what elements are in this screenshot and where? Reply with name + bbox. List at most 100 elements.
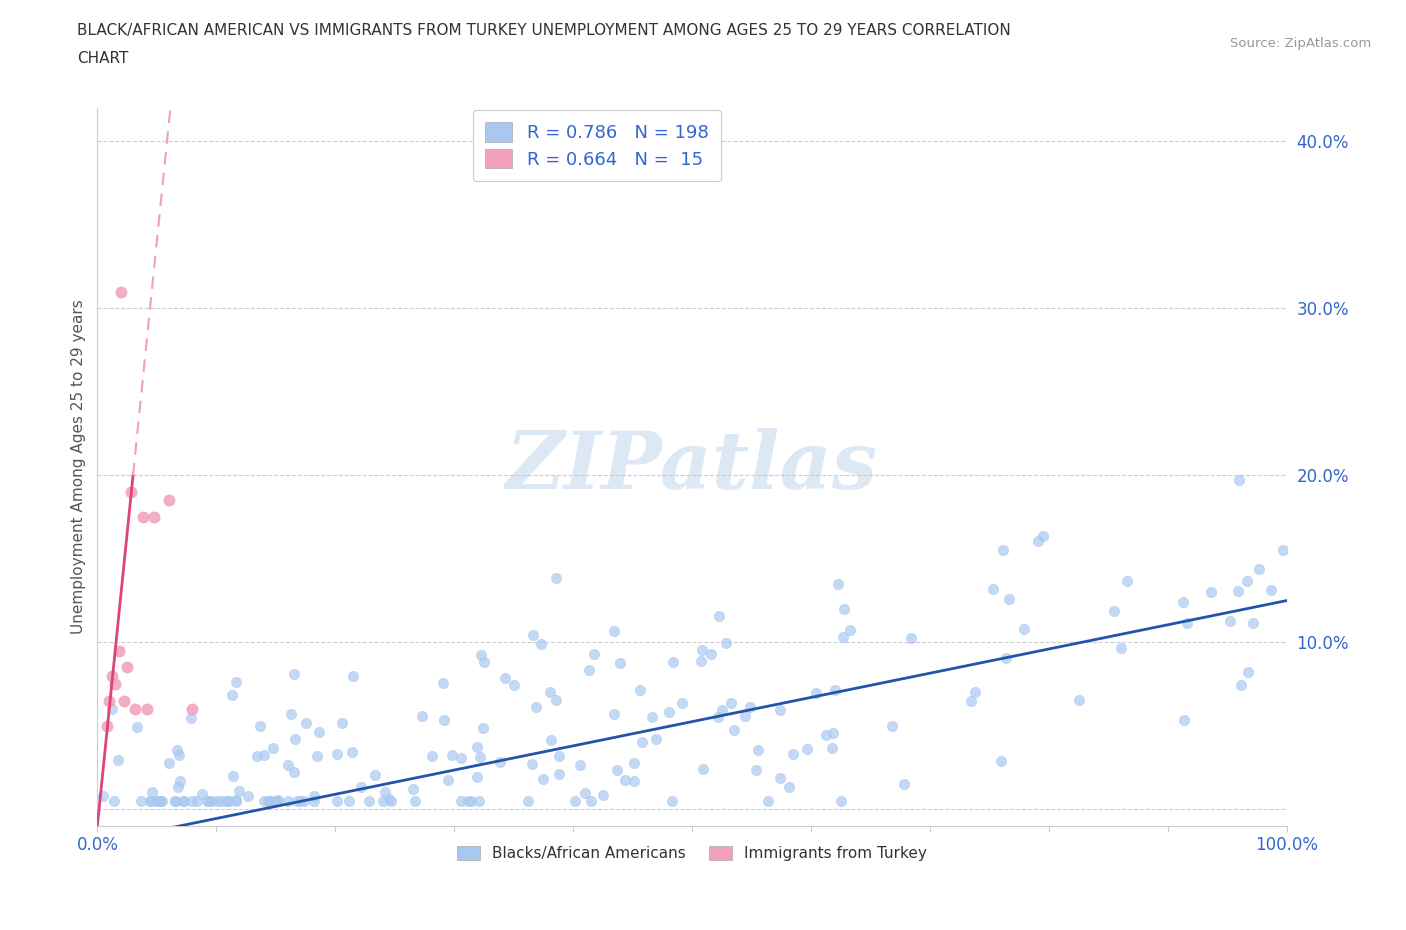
Point [295, 715, 318, 730]
Point [769, 703, 792, 718]
Point [548, 766, 571, 781]
Point [645, 732, 668, 747]
Point [302, 793, 325, 808]
Point [1067, 692, 1090, 707]
Point [225, 793, 247, 808]
Point [578, 663, 600, 678]
Point [374, 785, 396, 800]
Point [995, 651, 1018, 666]
Point [522, 628, 544, 643]
Point [191, 787, 214, 802]
Point [747, 742, 769, 757]
Point [225, 674, 247, 689]
Point [180, 711, 202, 725]
Point [205, 793, 228, 808]
Point [304, 789, 326, 804]
Point [150, 793, 173, 808]
Point [671, 696, 693, 711]
Point [1175, 616, 1198, 631]
Point [222, 768, 245, 783]
Point [716, 635, 738, 650]
Point [136, 702, 159, 717]
Point [821, 740, 844, 755]
Point [1171, 594, 1194, 609]
Point [172, 793, 194, 808]
Point [127, 720, 149, 735]
Point [990, 753, 1012, 768]
Point [101, 701, 124, 716]
Point [373, 793, 395, 808]
Point [181, 702, 204, 717]
Point [215, 793, 238, 808]
Point [378, 791, 401, 806]
Point [157, 755, 180, 770]
Point [540, 733, 562, 748]
Point [131, 510, 153, 525]
Point [1109, 641, 1132, 656]
Point [167, 780, 190, 795]
Point [139, 793, 162, 808]
Point [623, 774, 645, 789]
Point [326, 793, 349, 808]
Point [218, 793, 240, 808]
Point [981, 581, 1004, 596]
Point [769, 771, 792, 786]
Point [337, 793, 360, 808]
Point [221, 687, 243, 702]
Point [326, 747, 349, 762]
Point [831, 630, 853, 644]
Point [259, 793, 281, 808]
Point [658, 704, 681, 719]
Point [277, 793, 299, 808]
Point [166, 743, 188, 758]
Point [1249, 562, 1271, 577]
Point [307, 749, 329, 764]
Point [266, 792, 288, 807]
Point [308, 725, 330, 740]
Point [228, 784, 250, 799]
Point [782, 746, 804, 761]
Point [217, 793, 239, 808]
Point [806, 685, 828, 700]
Point [823, 725, 845, 740]
Point [143, 510, 166, 525]
Point [357, 793, 380, 808]
Point [236, 788, 259, 803]
Text: CHART: CHART [77, 51, 129, 66]
Point [249, 718, 271, 733]
Point [450, 793, 472, 808]
Point [1199, 584, 1222, 599]
Point [91, 789, 114, 804]
Point [257, 793, 280, 808]
Point [778, 779, 800, 794]
Point [581, 793, 603, 808]
Point [494, 671, 516, 685]
Point [115, 660, 138, 675]
Point [259, 793, 281, 808]
Point [198, 793, 221, 808]
Point [692, 762, 714, 777]
Point [173, 793, 195, 808]
Point [531, 771, 554, 786]
Point [186, 793, 208, 808]
Point [583, 646, 606, 661]
Text: Source: ZipAtlas.com: Source: ZipAtlas.com [1230, 37, 1371, 50]
Point [292, 793, 315, 808]
Point [662, 655, 685, 670]
Point [450, 751, 472, 765]
Point [564, 793, 586, 808]
Point [690, 643, 713, 658]
Point [603, 707, 626, 722]
Point [529, 636, 551, 651]
Point [420, 749, 443, 764]
Point [253, 793, 276, 808]
Point [569, 757, 592, 772]
Point [641, 710, 664, 724]
Point [592, 787, 614, 802]
Point [707, 709, 730, 724]
Point [700, 646, 723, 661]
Point [489, 755, 512, 770]
Point [465, 739, 488, 754]
Point [628, 683, 651, 698]
Point [290, 793, 312, 808]
